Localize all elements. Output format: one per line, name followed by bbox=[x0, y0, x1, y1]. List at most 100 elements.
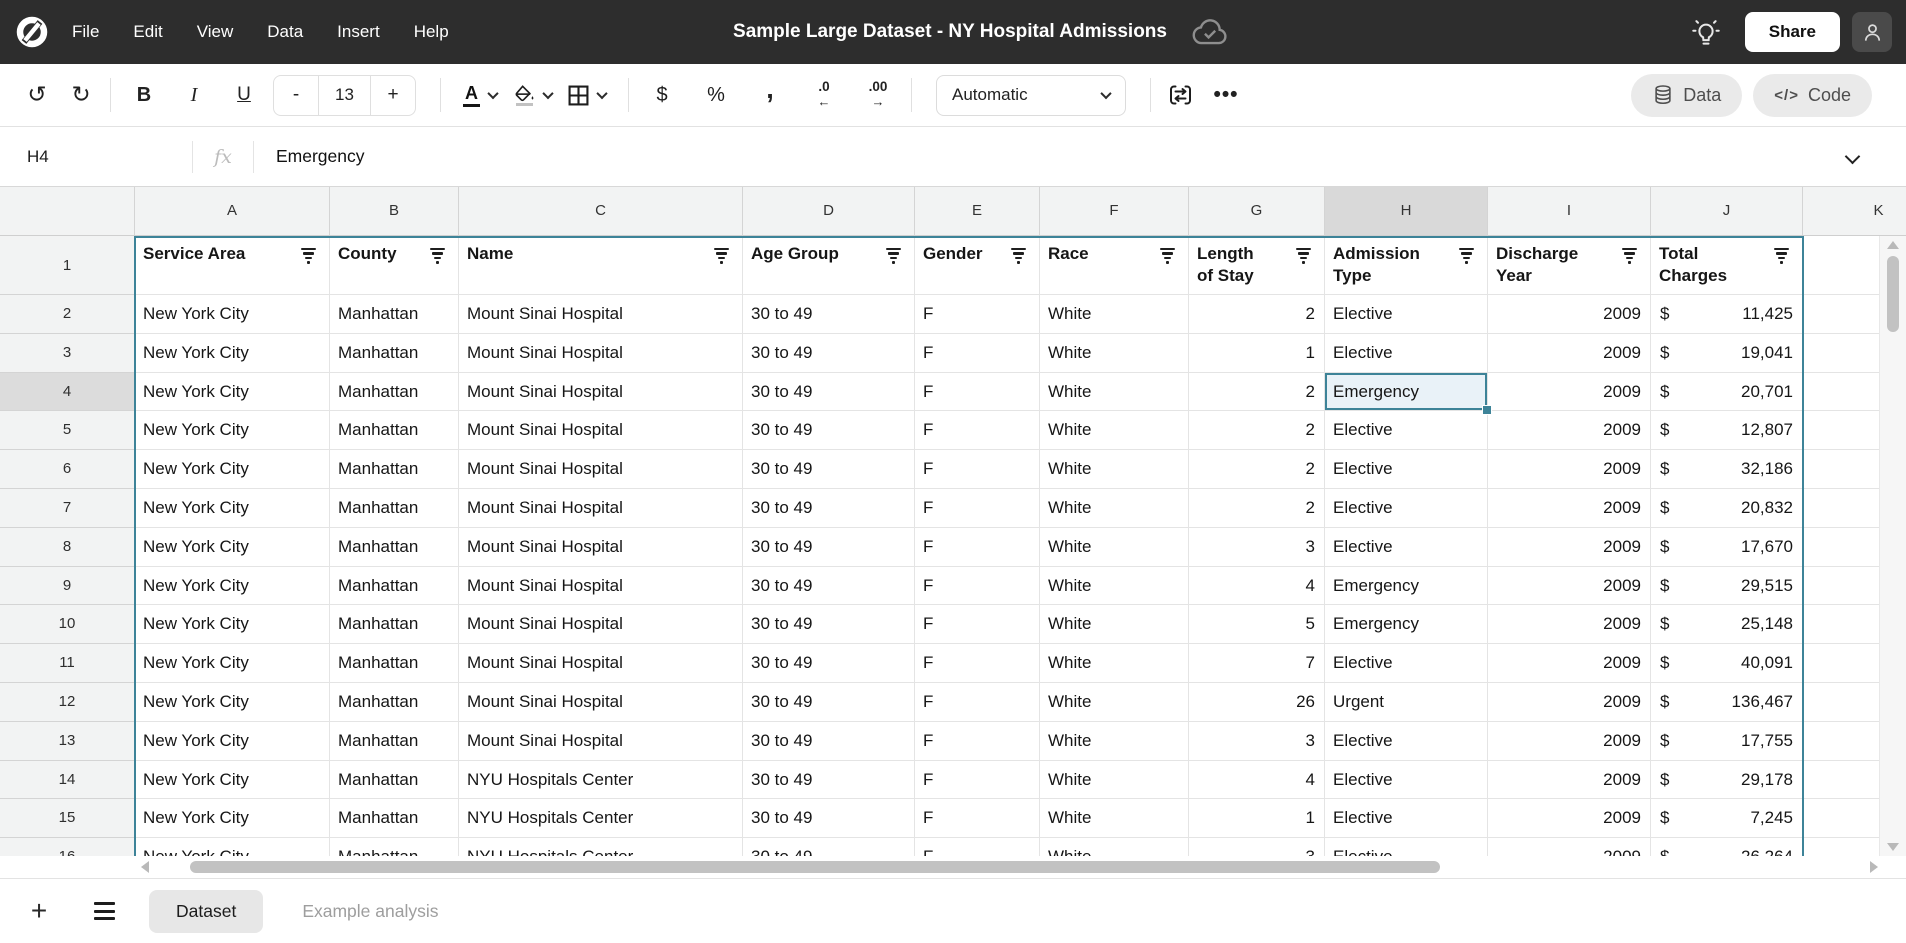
cell-discharge-year[interactable]: 2009 bbox=[1488, 411, 1651, 451]
header-county[interactable]: County bbox=[330, 236, 459, 295]
cell-admission-type[interactable]: Urgent bbox=[1325, 682, 1488, 722]
cell-empty-k[interactable] bbox=[1803, 295, 1879, 334]
cell-discharge-year[interactable]: 2009 bbox=[1488, 566, 1651, 606]
cell-admission-type[interactable]: Emergency bbox=[1325, 605, 1488, 645]
formula-input[interactable]: Emergency bbox=[276, 146, 365, 166]
column-header-B[interactable]: B bbox=[330, 187, 459, 236]
cell-age-group[interactable]: 30 to 49 bbox=[743, 527, 915, 567]
cell-empty-k[interactable] bbox=[1803, 488, 1879, 528]
cell-age-group[interactable]: 30 to 49 bbox=[743, 721, 915, 761]
cell-gender[interactable]: F bbox=[915, 605, 1040, 645]
column-header-D[interactable]: D bbox=[743, 187, 915, 236]
swap-button[interactable] bbox=[1165, 75, 1195, 115]
cell-age-group[interactable]: 30 to 49 bbox=[743, 605, 915, 645]
cell-length-of-stay[interactable]: 1 bbox=[1189, 799, 1325, 839]
cell-length-of-stay[interactable]: 1 bbox=[1189, 333, 1325, 373]
font-size-increase-button[interactable]: + bbox=[387, 84, 399, 105]
row-header-3[interactable]: 3 bbox=[0, 333, 135, 373]
filter-icon[interactable] bbox=[429, 248, 445, 266]
cell-discharge-year[interactable]: 2009 bbox=[1488, 721, 1651, 761]
add-sheet-button[interactable]: + bbox=[30, 895, 48, 926]
cell-gender[interactable]: F bbox=[915, 488, 1040, 528]
cell-discharge-year[interactable]: 2009 bbox=[1488, 605, 1651, 645]
column-header-H[interactable]: H bbox=[1325, 187, 1488, 236]
row-header-10[interactable]: 10 bbox=[0, 605, 135, 645]
cell-age-group[interactable]: 30 to 49 bbox=[743, 295, 915, 334]
fill-color-button[interactable] bbox=[505, 75, 560, 115]
cell-gender[interactable]: F bbox=[915, 333, 1040, 373]
cell-race[interactable]: White bbox=[1040, 644, 1189, 683]
cell-admission-type[interactable]: Elective bbox=[1325, 333, 1488, 373]
cell-total-charges[interactable]: $17,670 bbox=[1651, 527, 1803, 567]
row-header-6[interactable]: 6 bbox=[0, 450, 135, 489]
cell-name[interactable]: Mount Sinai Hospital bbox=[459, 372, 743, 412]
cell-length-of-stay[interactable]: 5 bbox=[1189, 605, 1325, 645]
cell-service-area[interactable]: New York City bbox=[135, 605, 330, 645]
cell-admission-type[interactable]: Emergency bbox=[1325, 566, 1488, 606]
cell-discharge-year[interactable]: 2009 bbox=[1488, 333, 1651, 373]
cell-county[interactable]: Manhattan bbox=[330, 566, 459, 606]
cell-empty-k[interactable] bbox=[1803, 333, 1879, 373]
cell-name[interactable]: Mount Sinai Hospital bbox=[459, 488, 743, 528]
menu-help[interactable]: Help bbox=[413, 22, 449, 41]
cell-name[interactable]: Mount Sinai Hospital bbox=[459, 450, 743, 489]
font-size-decrease-button[interactable]: - bbox=[292, 84, 300, 105]
header-age-group[interactable]: Age Group bbox=[743, 236, 915, 295]
filter-icon[interactable] bbox=[300, 248, 316, 266]
header-length-of-stay[interactable]: Length of Stay bbox=[1189, 236, 1325, 295]
cell-admission-type[interactable]: Elective bbox=[1325, 411, 1488, 451]
filter-icon[interactable] bbox=[885, 248, 901, 266]
column-header-E[interactable]: E bbox=[915, 187, 1040, 236]
menu-insert[interactable]: Insert bbox=[337, 22, 380, 41]
share-button[interactable]: Share bbox=[1744, 12, 1840, 52]
sheet-list-button[interactable] bbox=[94, 902, 115, 920]
select-all-corner[interactable] bbox=[0, 187, 135, 236]
number-format-dropdown[interactable]: Automatic bbox=[936, 74, 1126, 116]
menu-data[interactable]: Data bbox=[267, 22, 304, 41]
cell-length-of-stay[interactable]: 2 bbox=[1189, 295, 1325, 334]
row-header-13[interactable]: 13 bbox=[0, 721, 135, 761]
currency-format-button[interactable]: $ bbox=[656, 83, 668, 106]
cell-empty-k[interactable] bbox=[1803, 605, 1879, 645]
menu-file[interactable]: File bbox=[72, 22, 100, 41]
row-header-1[interactable]: 1 bbox=[0, 236, 135, 295]
cell-county[interactable]: Manhattan bbox=[330, 644, 459, 683]
formula-bar-expand-chevron-icon[interactable] bbox=[1844, 148, 1861, 165]
column-header-K[interactable]: K bbox=[1803, 187, 1906, 236]
cell-length-of-stay[interactable]: 2 bbox=[1189, 411, 1325, 451]
cell-gender[interactable]: F bbox=[915, 682, 1040, 722]
cell-service-area[interactable]: New York City bbox=[135, 721, 330, 761]
cell-total-charges[interactable]: $11,425 bbox=[1651, 295, 1803, 334]
cell-admission-type[interactable]: Elective bbox=[1325, 527, 1488, 567]
filter-icon[interactable] bbox=[1621, 248, 1637, 266]
scroll-up-arrow[interactable] bbox=[1887, 241, 1899, 249]
cell-gender[interactable]: F bbox=[915, 295, 1040, 334]
cell-gender[interactable]: F bbox=[915, 450, 1040, 489]
cell-admission-type[interactable]: Elective bbox=[1325, 295, 1488, 334]
cell-name[interactable]: Mount Sinai Hospital bbox=[459, 644, 743, 683]
cell-service-area[interactable]: New York City bbox=[135, 488, 330, 528]
cell-discharge-year[interactable]: 2009 bbox=[1488, 527, 1651, 567]
cell-service-area[interactable]: New York City bbox=[135, 644, 330, 683]
redo-button[interactable]: ↻ bbox=[71, 82, 91, 108]
cell-name[interactable]: NYU Hospitals Center bbox=[459, 760, 743, 800]
cell-length-of-stay[interactable]: 7 bbox=[1189, 644, 1325, 683]
cell-name[interactable]: Mount Sinai Hospital bbox=[459, 566, 743, 606]
cell-service-area[interactable]: New York City bbox=[135, 566, 330, 606]
cell-service-area[interactable]: New York City bbox=[135, 682, 330, 722]
row-header-9[interactable]: 9 bbox=[0, 566, 135, 606]
cell-service-area[interactable]: New York City bbox=[135, 760, 330, 800]
cell-county[interactable]: Manhattan bbox=[330, 605, 459, 645]
cell-empty-k[interactable] bbox=[1803, 450, 1879, 489]
cell-empty-k[interactable] bbox=[1803, 411, 1879, 451]
row-header-12[interactable]: 12 bbox=[0, 682, 135, 722]
more-options-button[interactable]: ••• bbox=[1213, 83, 1239, 106]
column-header-G[interactable]: G bbox=[1189, 187, 1325, 236]
column-header-A[interactable]: A bbox=[135, 187, 330, 236]
cell-empty-k[interactable] bbox=[1803, 372, 1879, 412]
filter-icon[interactable] bbox=[1159, 248, 1175, 266]
cell-service-area[interactable]: New York City bbox=[135, 295, 330, 334]
cell-total-charges[interactable]: $40,091 bbox=[1651, 644, 1803, 683]
decrease-decimal-button[interactable]: .0 ← bbox=[817, 79, 831, 110]
cell-county[interactable]: Manhattan bbox=[330, 333, 459, 373]
